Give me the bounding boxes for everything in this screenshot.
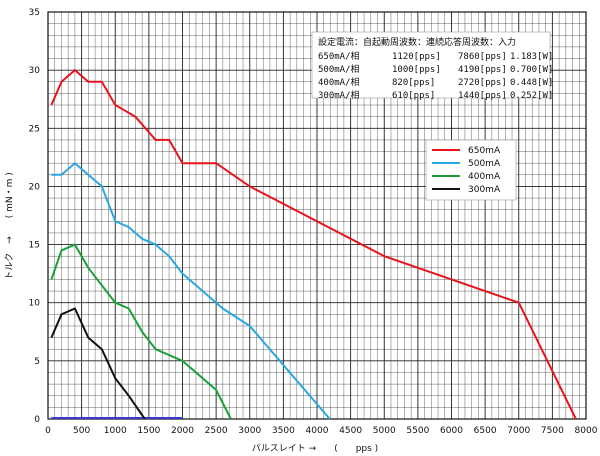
spec-table-cell: 0.252[W]: [510, 91, 553, 101]
spec-table-cell: 0.700[W]: [510, 65, 553, 75]
x-tick-label: 4500: [339, 426, 362, 436]
y-tick-label: 10: [29, 299, 41, 309]
spec-table-cell: 0.448[W]: [510, 78, 553, 88]
legend-label: 300mA: [468, 185, 501, 195]
x-tick-label: 2000: [171, 426, 194, 436]
series-lines: [50, 69, 577, 420]
x-tick-label: 500: [73, 426, 90, 436]
y-axis-label: トルク → ( mN・m ): [4, 172, 15, 280]
spec-table-cell: 300mA/相: [318, 89, 360, 101]
plot-border: [47, 11, 587, 420]
spec-table-cell: 2720[pps]: [458, 78, 507, 88]
legend-label: 400mA: [468, 172, 501, 182]
spec-table-cell: 1000[pps]: [392, 65, 441, 75]
spec-table-cell: 820[pps]: [392, 78, 435, 88]
y-tick-label: 35: [29, 8, 40, 18]
x-tick-label: 5000: [373, 426, 396, 436]
legend-label: 500mA: [468, 159, 501, 169]
series-line-500mA: [51, 162, 331, 420]
spec-table-box: [311, 31, 551, 99]
y-tick-label: 30: [29, 66, 41, 76]
legend: 650mA 500mA 400mA 300mA: [425, 139, 517, 201]
x-tick-label: 3000: [238, 426, 261, 436]
spec-table-cell: 650mA/相: [318, 50, 360, 62]
spec-table: 設定電流：自起動周波数：連続応答周波数：入力 650mA/相 1120[pps] 78…: [311, 31, 553, 101]
x-tick-label: 5500: [406, 426, 429, 436]
legend-label: 650mA: [468, 146, 501, 156]
series-line-300mA: [50, 307, 146, 420]
x-tick-label: 2500: [205, 426, 228, 436]
x-axis-label: パルスレイト → ( pps ): [252, 443, 378, 454]
spec-table-cell: 610[pps]: [392, 91, 435, 101]
y-tick-label: 5: [34, 357, 40, 367]
spec-table-cell: 1120[pps]: [392, 52, 441, 62]
x-tick-label: 8000: [575, 426, 598, 436]
y-tick-label: 20: [29, 182, 41, 192]
x-tick-label: 6000: [440, 426, 463, 436]
spec-table-cell: 4190[pps]: [458, 65, 507, 75]
x-tick-label: 4000: [306, 426, 329, 436]
spec-table-cell: 7860[pps]: [458, 52, 507, 62]
x-tick-label: 7000: [507, 426, 530, 436]
spec-table-cell: 1440[pps]: [458, 91, 507, 101]
series-line-650mA: [50, 69, 577, 420]
spec-table-header: 設定電流：自起動周波数：連続応答周波数：入力: [318, 36, 516, 48]
x-tick-label: 3500: [272, 426, 295, 436]
series-line-400mA: [50, 243, 232, 420]
x-tick-label: 1000: [104, 426, 127, 436]
x-tick-label: 6500: [474, 426, 497, 436]
x-tick-label: 7500: [541, 426, 564, 436]
y-tick-label: 25: [29, 124, 40, 134]
spec-table-cell: 400mA/相: [318, 76, 360, 88]
x-tick-label: 1500: [137, 426, 160, 436]
spec-table-cell: 1.183[W]: [510, 52, 553, 62]
spec-table-cell: 500mA/相: [318, 63, 360, 75]
y-tick-label: 0: [34, 415, 40, 425]
y-tick-label: 15: [29, 241, 40, 251]
tick-labels: 0 500 1000 1500 2000 2500 3000 3500 4000 4500 5000…: [29, 8, 598, 436]
x-tick-label: 0: [45, 426, 51, 436]
